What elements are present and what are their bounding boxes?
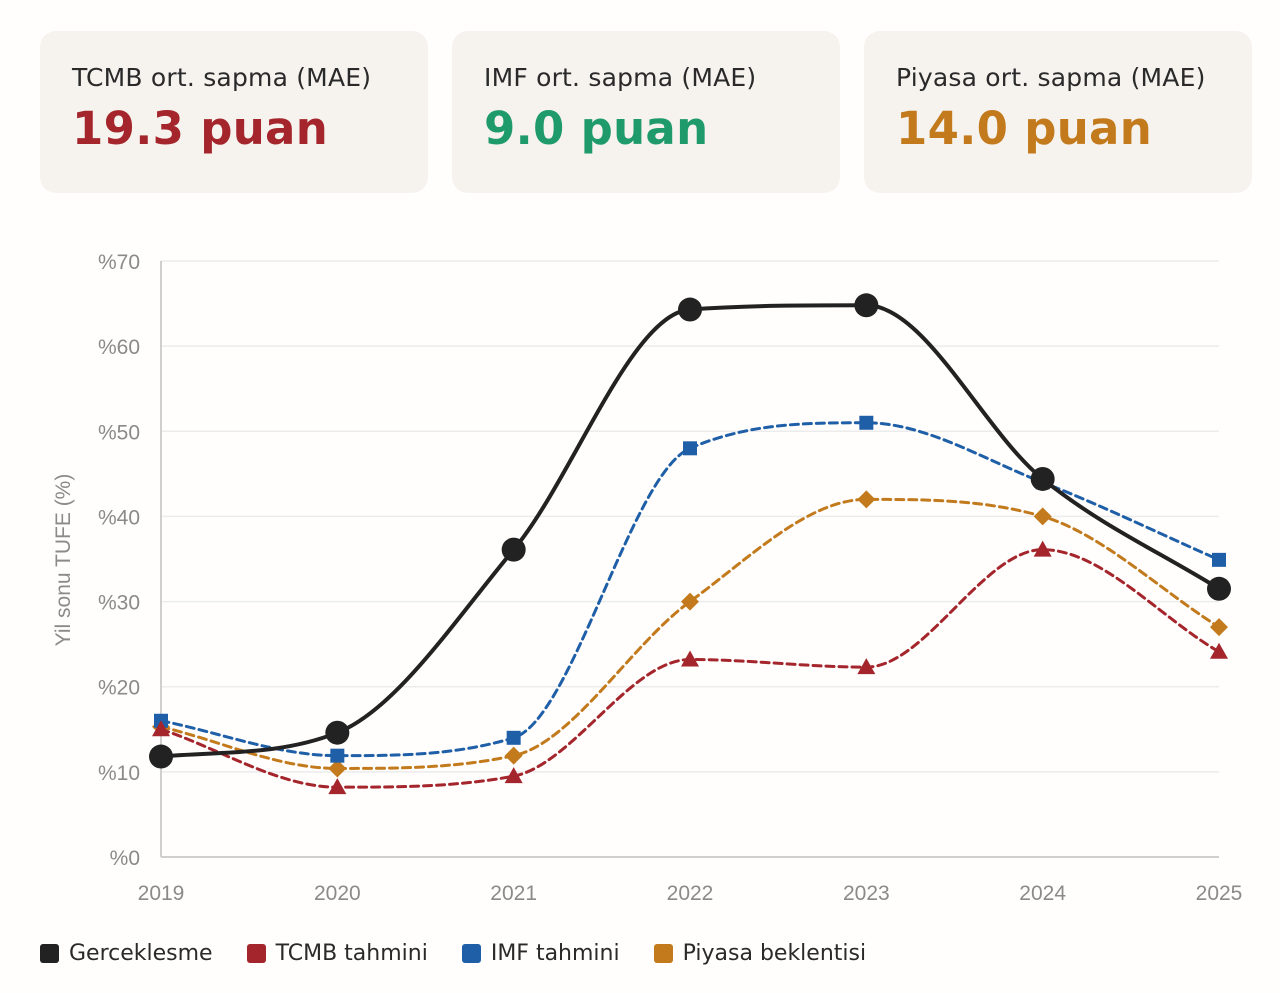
card-value: 14.0 puan — [896, 102, 1153, 155]
y-tick-label: %20 — [98, 677, 140, 700]
data-point — [854, 293, 879, 318]
card-label: TCMB ort. sapma (MAE) — [72, 63, 372, 92]
data-point — [328, 759, 347, 778]
data-point — [1212, 552, 1226, 567]
legend-item-tcmb: TCMB tahmini — [246, 940, 428, 966]
data-point — [328, 778, 347, 795]
data-point — [506, 730, 521, 745]
data-point — [859, 415, 874, 430]
data-point — [681, 592, 699, 611]
series-line — [159, 303, 1221, 759]
series-line — [159, 497, 1221, 770]
legend-swatch — [653, 943, 673, 963]
data-point — [325, 720, 350, 745]
x-tick-label: 2024 — [1019, 882, 1066, 905]
legend-swatch — [40, 943, 59, 963]
y-axis-label: Yil sonu TUFE (%) — [52, 474, 75, 647]
x-tick-label: 2025 — [1196, 882, 1243, 905]
data-point — [857, 658, 876, 675]
inflation-line-chart: %0 %10 %20 %30 %40 %50 %60 %70 2019 2020 2021 2022 2… — [52, 251, 1242, 905]
y-tick-label: %60 — [98, 336, 140, 359]
series-imf-tahmini — [154, 415, 1226, 763]
data-point — [152, 720, 170, 737]
series-piyasa-beklentisi — [152, 490, 1228, 778]
legend-item-gerceklesme: Gerceklesme — [40, 941, 213, 966]
legend-label: Gerceklesme — [69, 940, 213, 966]
chart-axes: %0 %10 %20 %30 %40 %50 %60 %70 2019 2020 2021 2022 2… — [98, 251, 1242, 905]
tcmb-mae-card: TCMB ort. sapma (MAE) 19.3 puan — [40, 31, 428, 193]
x-tick-label: 2023 — [843, 882, 890, 905]
card-value: 9.0 puan — [484, 102, 709, 155]
series-tcmb-tahmini — [152, 540, 1228, 795]
data-point — [1033, 507, 1052, 526]
data-point — [1030, 466, 1055, 491]
imf-mae-card: IMF ort. sapma (MAE) 9.0 puan — [452, 31, 840, 193]
market-mae-card: Piyasa ort. sapma (MAE) 14.0 puan — [864, 31, 1252, 193]
series-line — [159, 421, 1221, 758]
data-point — [1210, 642, 1228, 659]
data-point — [678, 297, 702, 322]
data-point — [683, 441, 697, 456]
legend-item-imf: IMF tahmini — [461, 940, 620, 966]
x-tick-label: 2021 — [490, 882, 537, 905]
data-point — [504, 746, 523, 765]
data-point — [1033, 540, 1052, 557]
data-point — [504, 767, 523, 784]
y-tick-label: %10 — [98, 762, 140, 785]
legend-item-piyasa: Piyasa beklentisi — [653, 940, 867, 966]
y-tick-label: %40 — [98, 506, 140, 529]
card-label: IMF ort. sapma (MAE) — [484, 63, 757, 92]
data-point — [857, 490, 876, 509]
data-point — [330, 748, 345, 763]
data-point — [681, 650, 699, 667]
x-tick-label: 2020 — [314, 882, 361, 905]
series-gerceklesme — [149, 293, 1231, 769]
card-value: 19.3 puan — [72, 102, 329, 155]
series-line — [159, 548, 1221, 789]
legend-swatch — [246, 943, 266, 963]
legend-swatch — [461, 943, 481, 963]
data-point — [1210, 618, 1228, 637]
x-tick-label: 2022 — [667, 882, 714, 905]
data-point — [501, 537, 526, 562]
data-point — [1207, 576, 1231, 601]
chart-series — [149, 293, 1231, 795]
legend-label: TCMB tahmini — [275, 940, 428, 966]
data-point — [149, 744, 173, 769]
chart-legend: Gerceklesme TCMB tahmini IMF tahmini Piy… — [40, 938, 900, 968]
legend-label: Piyasa beklentisi — [682, 940, 867, 966]
x-tick-label: 2019 — [138, 882, 185, 905]
legend-label: IMF tahmini — [490, 940, 620, 966]
card-label: Piyasa ort. sapma (MAE) — [896, 63, 1206, 92]
y-tick-label: %50 — [98, 421, 140, 444]
y-tick-label: %0 — [110, 847, 140, 870]
y-tick-label: %30 — [98, 592, 140, 615]
y-tick-label: %70 — [98, 251, 140, 274]
